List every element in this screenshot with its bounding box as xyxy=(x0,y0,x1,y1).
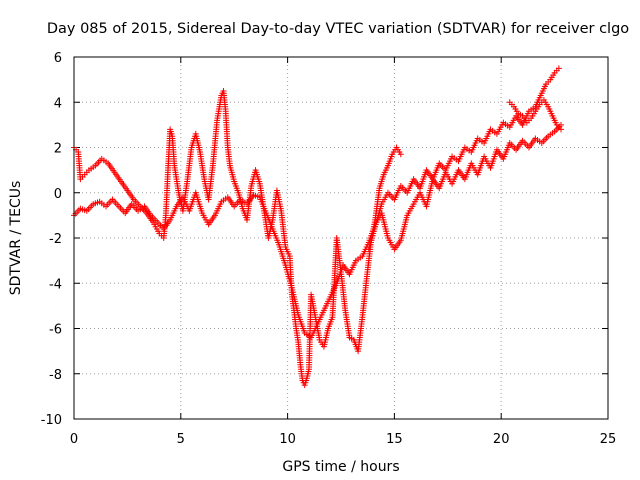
y-tick-label: 6 xyxy=(54,51,62,66)
x-tick-label: 20 xyxy=(493,432,510,447)
data-point xyxy=(397,151,404,158)
y-tick-label: -8 xyxy=(49,368,62,383)
plot-frame xyxy=(73,56,609,420)
y-tick-label: -6 xyxy=(49,323,62,338)
x-tick-label: 5 xyxy=(177,432,185,447)
x-tick-label: 15 xyxy=(386,432,403,447)
x-axis-label: GPS time / hours xyxy=(282,459,399,475)
axis-ticks: 0 5 10 15 20 25 -10 -8 -6 -4 -2 0 2 4 6 xyxy=(41,51,617,447)
y-tick-label: -4 xyxy=(49,277,62,292)
y-tick-label: 2 xyxy=(54,142,62,157)
y-tick-label: -2 xyxy=(49,232,62,247)
chart-title: Day 085 of 2015, Sidereal Day-to-day VTE… xyxy=(47,21,629,37)
x-tick-label: 25 xyxy=(600,432,617,447)
y-tick-label: 0 xyxy=(54,187,62,202)
data-point xyxy=(555,65,562,72)
x-tick-label: 10 xyxy=(279,432,296,447)
y-tick-label: -10 xyxy=(41,413,62,428)
y-tick-label: 4 xyxy=(54,96,62,111)
x-tick-label: 0 xyxy=(70,432,78,447)
data-points xyxy=(71,65,565,389)
y-axis-label: SDTVAR / TECUs xyxy=(8,181,24,296)
data-point xyxy=(558,126,565,133)
